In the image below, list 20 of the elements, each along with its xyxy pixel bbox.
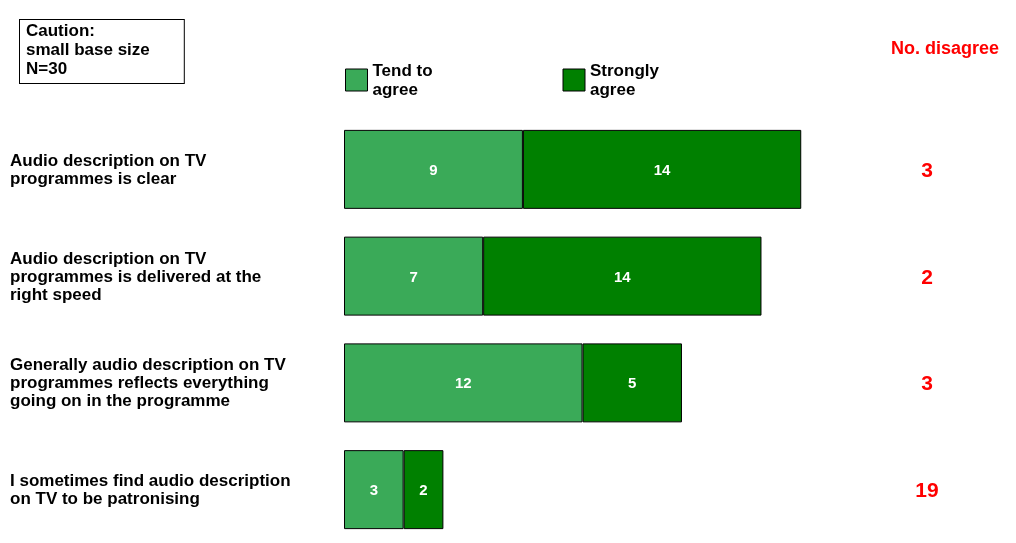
y-tick-label: Audio description on TV programmes is delivered at the right speed bbox=[10, 248, 267, 304]
text: 19 bbox=[915, 478, 939, 502]
legend-label: Strongly agree bbox=[590, 61, 664, 99]
data-label: 2 bbox=[419, 481, 428, 499]
legend-label: Tend to agree bbox=[372, 61, 438, 99]
y-tick-label: I sometimes find audio description on TV to be patronising bbox=[10, 471, 296, 509]
y-tick-label: Generally audio description on TV programmes reflects everything going on in the programme bbox=[10, 355, 291, 411]
data-label: 5 bbox=[628, 374, 637, 392]
data-label: 14 bbox=[613, 267, 632, 285]
y-tick-label: Audio description on TV programmes is clear bbox=[10, 150, 212, 188]
text: Caution: small base size N=30 bbox=[26, 21, 150, 78]
text: 3 bbox=[921, 157, 933, 181]
data-label: 14 bbox=[653, 160, 672, 178]
data-label: 12 bbox=[454, 374, 472, 392]
data-label: 3 bbox=[369, 481, 378, 499]
text: 2 bbox=[921, 264, 933, 288]
data-label: 9 bbox=[429, 160, 438, 178]
text: 3 bbox=[921, 371, 933, 395]
text: No. disagree bbox=[890, 38, 1000, 58]
data-label: 7 bbox=[409, 267, 418, 285]
